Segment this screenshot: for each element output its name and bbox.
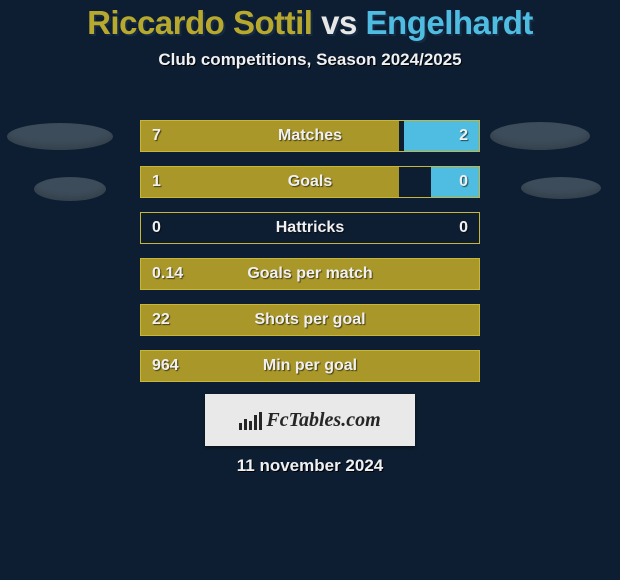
- bar-player2: [404, 121, 479, 151]
- bar-player1: [141, 305, 479, 335]
- date-label: 11 november 2024: [0, 456, 620, 476]
- comparison-title: Riccardo Sottil vs Engelhardt: [0, 0, 620, 42]
- subtitle: Club competitions, Season 2024/2025: [0, 50, 620, 70]
- stat-row: 22Shots per goal: [0, 297, 620, 343]
- player1-name: Riccardo Sottil: [87, 4, 312, 41]
- avatar-placeholder: [34, 177, 106, 201]
- bar-player2: [431, 167, 479, 197]
- avatar-placeholder: [490, 122, 590, 150]
- bar-track: [140, 120, 480, 152]
- logo-bars-icon: [239, 410, 262, 430]
- player2-name: Engelhardt: [366, 4, 533, 41]
- bar-track: [140, 304, 480, 336]
- vs-label: vs: [321, 4, 357, 41]
- bar-track: [140, 258, 480, 290]
- avatar-placeholder: [521, 177, 601, 199]
- bar-track: [140, 166, 480, 198]
- logo-text: FcTables.com: [266, 409, 380, 432]
- fctables-logo: FcTables.com: [205, 394, 415, 446]
- bar-player1: [141, 259, 479, 289]
- bar-track: [140, 212, 480, 244]
- bar-player1: [141, 121, 399, 151]
- bar-player1: [141, 351, 479, 381]
- stat-row: 964Min per goal: [0, 343, 620, 389]
- stat-row: 0.14Goals per match: [0, 251, 620, 297]
- bar-player1: [141, 167, 399, 197]
- bar-track: [140, 350, 480, 382]
- stat-row: 0Hattricks0: [0, 205, 620, 251]
- avatar-placeholder: [7, 123, 113, 150]
- stats-chart: 7Matches21Goals00Hattricks00.14Goals per…: [0, 113, 620, 389]
